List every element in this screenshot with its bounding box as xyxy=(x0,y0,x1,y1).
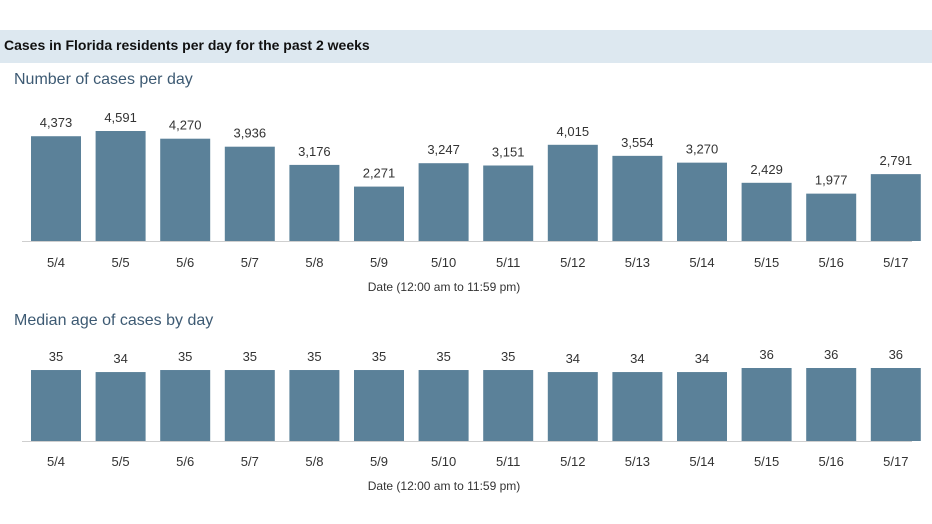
cases-bar xyxy=(289,164,340,241)
cases-value-label: 3,936 xyxy=(234,126,267,141)
age-x-tick-label: 5/7 xyxy=(241,454,259,469)
cases-value-label: 4,270 xyxy=(169,118,202,133)
age-bar xyxy=(741,368,792,441)
cases-bar xyxy=(224,146,275,241)
age-x-tick-label: 5/4 xyxy=(47,454,65,469)
cases-bar xyxy=(483,165,534,241)
cases-x-tick-label: 5/7 xyxy=(241,255,259,270)
age-x-tick-label: 5/16 xyxy=(819,454,844,469)
cases-value-label: 4,015 xyxy=(557,124,590,139)
chart-title-median-age: Median age of cases by day xyxy=(14,312,214,329)
cases-value-label: 4,591 xyxy=(104,110,137,125)
age-x-tick-label: 5/15 xyxy=(754,454,779,469)
age-bar xyxy=(289,370,340,441)
cases-bar xyxy=(95,131,146,241)
cases-value-label: 3,270 xyxy=(686,142,719,157)
chart-title-cases: Number of cases per day xyxy=(14,71,193,88)
cases-value-label: 2,791 xyxy=(880,153,913,168)
cases-bar xyxy=(31,136,81,241)
page-title: Cases in Florida residents per day for t… xyxy=(4,37,370,53)
cases-value-label: 3,176 xyxy=(298,144,331,159)
cases-value-label: 3,151 xyxy=(492,145,525,160)
cases-bar xyxy=(160,138,211,241)
age-x-tick-label: 5/12 xyxy=(560,454,585,469)
age-value-label: 35 xyxy=(307,349,321,364)
cases-x-tick-label: 5/9 xyxy=(370,255,388,270)
age-bar xyxy=(418,370,469,441)
cases-bar xyxy=(547,144,598,241)
cases-x-tick-label: 5/10 xyxy=(431,255,456,270)
cases-x-tick-label: 5/12 xyxy=(560,255,585,270)
age-bar xyxy=(224,370,275,441)
cases-x-tick-label: 5/8 xyxy=(305,255,323,270)
age-x-tick-label: 5/17 xyxy=(883,454,908,469)
cases-x-tick-label: 5/5 xyxy=(112,255,130,270)
cases-value-label: 2,271 xyxy=(363,166,396,181)
age-bar xyxy=(483,370,534,441)
cases-bar xyxy=(870,174,921,241)
cases-x-tick-label: 5/17 xyxy=(883,255,908,270)
cases-bar xyxy=(354,186,404,241)
age-bar xyxy=(806,368,857,441)
age-x-tick-label: 5/13 xyxy=(625,454,650,469)
age-x-axis-label: Date (12:00 am to 11:59 pm) xyxy=(368,479,521,493)
age-value-label: 36 xyxy=(889,347,903,362)
age-x-tick-label: 5/5 xyxy=(112,454,130,469)
age-x-tick-label: 5/14 xyxy=(689,454,714,469)
age-value-label: 35 xyxy=(372,349,386,364)
cases-x-tick-label: 5/14 xyxy=(689,255,714,270)
cases-x-tick-label: 5/16 xyxy=(819,255,844,270)
age-bar xyxy=(354,370,404,441)
age-x-tick-label: 5/9 xyxy=(370,454,388,469)
age-x-tick-label: 5/8 xyxy=(305,454,323,469)
cases-x-tick-label: 5/13 xyxy=(625,255,650,270)
cases-bar xyxy=(677,162,727,241)
cases-x-tick-label: 5/4 xyxy=(47,255,65,270)
age-value-label: 35 xyxy=(436,349,450,364)
cases-bar xyxy=(612,155,663,241)
age-bar xyxy=(160,370,211,441)
cases-x-tick-label: 5/15 xyxy=(754,255,779,270)
cases-x-tick-label: 5/6 xyxy=(176,255,194,270)
cases-bar xyxy=(741,182,792,241)
cases-bar-chart: 4,373 5/4 4,591 5/5 4,270 5/6 3,936 5/7 3,176 5/8… xyxy=(22,110,921,294)
cases-value-label: 3,554 xyxy=(621,135,654,150)
cases-bar xyxy=(418,163,469,241)
age-bar xyxy=(612,372,663,441)
cases-value-label: 3,247 xyxy=(427,142,460,157)
age-value-label: 35 xyxy=(243,349,257,364)
age-value-label: 34 xyxy=(695,351,709,366)
age-bar xyxy=(677,372,727,441)
age-value-label: 35 xyxy=(501,349,515,364)
age-bar xyxy=(547,372,598,441)
age-x-tick-label: 5/10 xyxy=(431,454,456,469)
age-value-label: 34 xyxy=(566,351,580,366)
age-bar xyxy=(870,368,921,441)
age-value-label: 34 xyxy=(630,351,644,366)
header-bar: Cases in Florida residents per day for t… xyxy=(0,30,932,63)
cases-bar xyxy=(806,193,857,241)
cases-value-label: 4,373 xyxy=(40,115,73,130)
cases-x-tick-label: 5/11 xyxy=(496,255,520,270)
age-x-tick-label: 5/11 xyxy=(496,454,520,469)
age-value-label: 36 xyxy=(824,347,838,362)
age-bar xyxy=(95,372,146,441)
age-bar xyxy=(31,370,81,441)
cases-value-label: 2,429 xyxy=(750,162,783,177)
cases-value-label: 1,977 xyxy=(815,173,848,188)
age-value-label: 35 xyxy=(178,349,192,364)
age-value-label: 35 xyxy=(49,349,63,364)
age-value-label: 34 xyxy=(113,351,127,366)
age-x-tick-label: 5/6 xyxy=(176,454,194,469)
age-value-label: 36 xyxy=(759,347,773,362)
cases-x-axis-label: Date (12:00 am to 11:59 pm) xyxy=(368,280,521,294)
